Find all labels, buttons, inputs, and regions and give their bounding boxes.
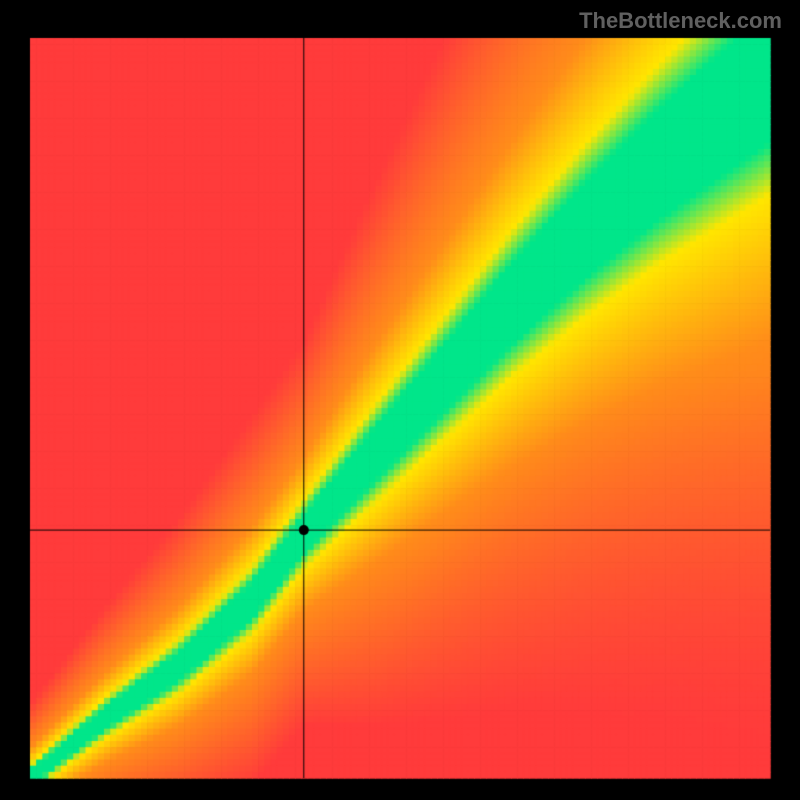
heatmap-canvas [0,0,800,800]
chart-container: TheBottleneck.com [0,0,800,800]
watermark-text: TheBottleneck.com [579,8,782,34]
